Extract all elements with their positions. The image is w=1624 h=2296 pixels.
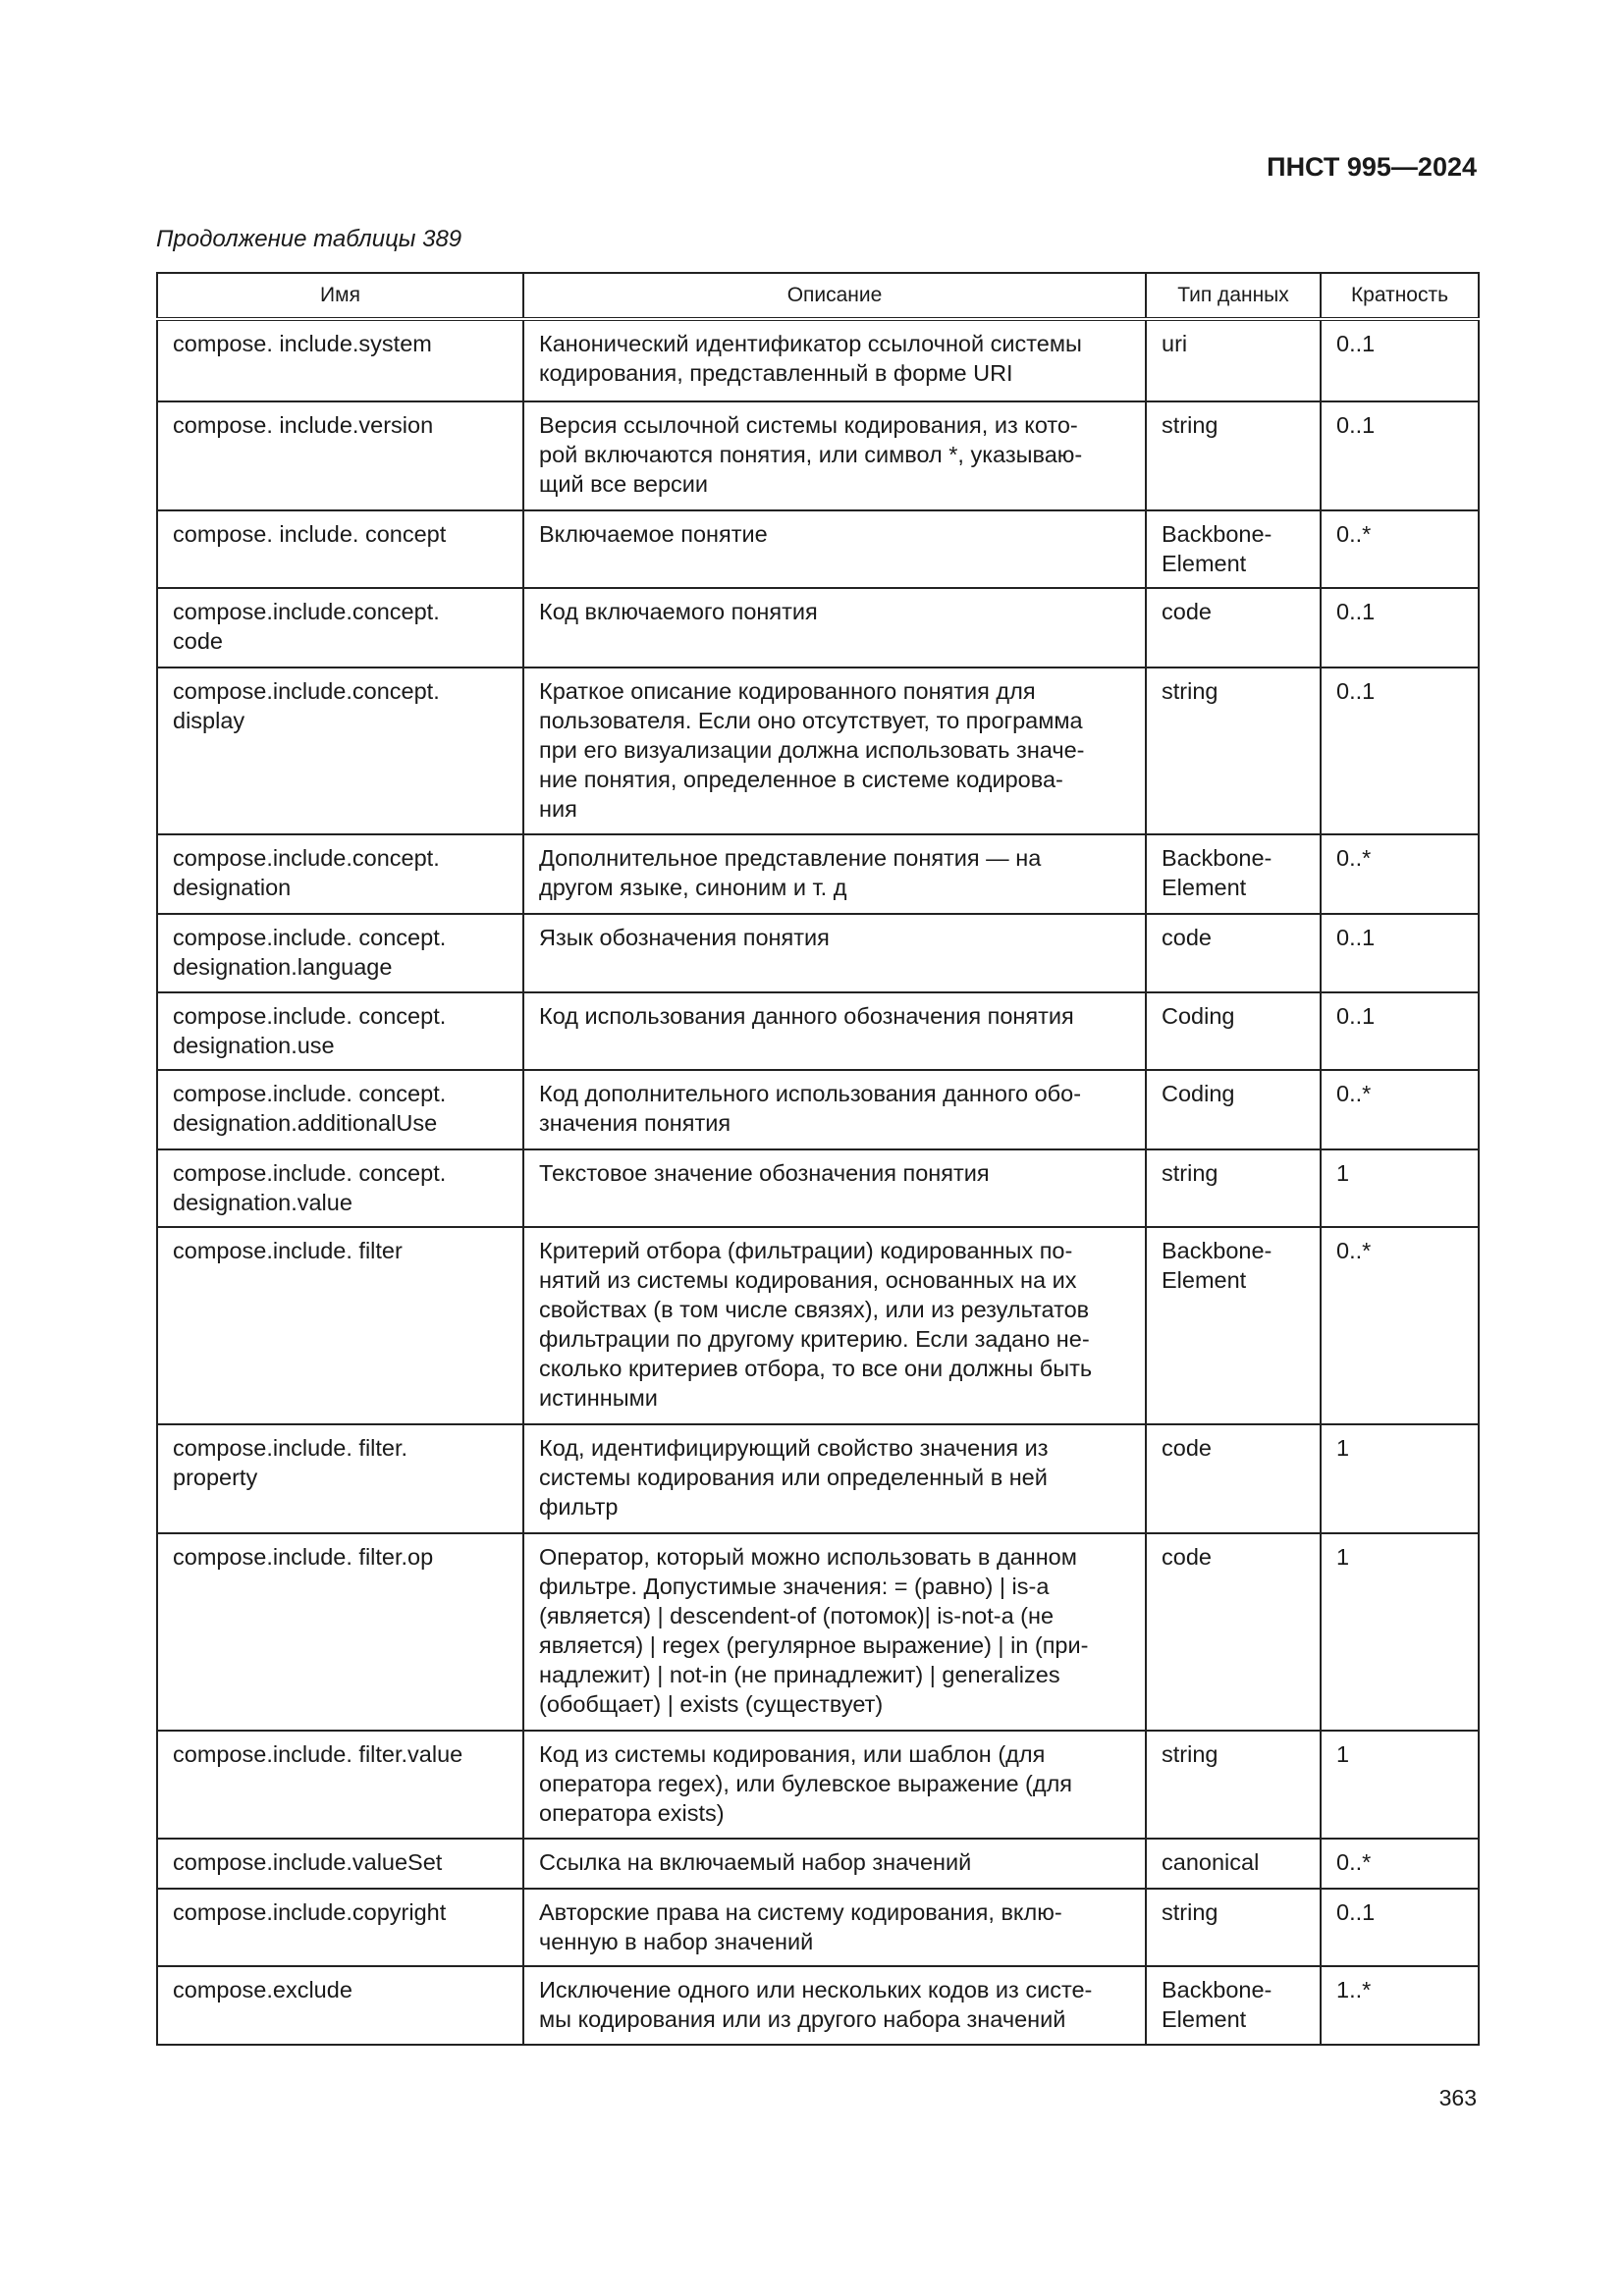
cell-cardinality: 0..1 [1320, 667, 1480, 835]
cell-cardinality: 0..1 [1320, 318, 1480, 402]
cell-type: uri [1145, 318, 1322, 402]
column-header-name: Имя [156, 272, 524, 320]
cell-name: compose.exclude [156, 1965, 524, 2046]
cell-description: Включаемое понятие [522, 509, 1147, 589]
table-row: compose. include. concept Включаемое поня… [156, 509, 1480, 589]
table-row: compose. include.version Версия ссылочной… [156, 400, 1480, 511]
table-row: compose.include.valueSet Ссылка на включа… [156, 1838, 1480, 1890]
cell-type: canonical [1145, 1838, 1322, 1890]
table-row: compose.include.copyright Авторские права… [156, 1888, 1480, 1967]
column-header-description: Описание [522, 272, 1147, 320]
cell-cardinality: 0..* [1320, 1226, 1480, 1425]
cell-type: Backbone- Element [1145, 833, 1322, 915]
cell-description: Краткое описание кодированного понятия д… [522, 667, 1147, 835]
table-row: compose.include. concept. designation.us… [156, 991, 1480, 1071]
cell-type: string [1145, 1888, 1322, 1967]
cell-description: Ссылка на включаемый набор значений [522, 1838, 1147, 1890]
cell-type: Coding [1145, 991, 1322, 1071]
table-row: compose.include. filter Критерий отбора (… [156, 1226, 1480, 1425]
cell-description: Код из системы кодирования, или шаблон (… [522, 1730, 1147, 1840]
cell-type: Backbone- Element [1145, 1226, 1322, 1425]
cell-name: compose.include.concept. designation [156, 833, 524, 915]
table-row: compose.include.concept. display Краткое … [156, 667, 1480, 835]
cell-cardinality: 0..* [1320, 509, 1480, 589]
document-id: ПНСТ 995—2024 [1267, 152, 1477, 182]
cell-type: code [1145, 587, 1322, 668]
cell-cardinality: 0..1 [1320, 991, 1480, 1071]
column-header-type: Тип данных [1145, 272, 1322, 320]
cell-cardinality: 0..* [1320, 1069, 1480, 1150]
cell-name: compose.include.concept. code [156, 587, 524, 668]
table-row: compose. include.system Канонический иден… [156, 318, 1480, 402]
cell-description: Код, идентифицирующий свойство значения … [522, 1423, 1147, 1534]
cell-name: compose. include. concept [156, 509, 524, 589]
cell-name: compose.include. filter.op [156, 1532, 524, 1732]
table-row: compose.include. concept. designation.la… [156, 913, 1480, 993]
cell-description: Язык обозначения понятия [522, 913, 1147, 993]
cell-name: compose. include.system [156, 318, 524, 402]
cell-name: compose.include. filter [156, 1226, 524, 1425]
table-row: compose.exclude Исключение одного или нес… [156, 1965, 1480, 2046]
cell-type: Coding [1145, 1069, 1322, 1150]
cell-cardinality: 1..* [1320, 1965, 1480, 2046]
cell-cardinality: 1 [1320, 1730, 1480, 1840]
cell-name: compose.include.valueSet [156, 1838, 524, 1890]
cell-name: compose.include. filter.value [156, 1730, 524, 1840]
cell-cardinality: 1 [1320, 1148, 1480, 1228]
cell-name: compose.include.copyright [156, 1888, 524, 1967]
cell-name: compose.include. concept. designation.us… [156, 991, 524, 1071]
cell-name: compose.include.concept. display [156, 667, 524, 835]
cell-description: Код дополнительного использования данног… [522, 1069, 1147, 1150]
cell-name: compose.include. concept. designation.la… [156, 913, 524, 993]
table-row: compose.include.concept. designation Допо… [156, 833, 1480, 915]
table-row: compose.include. filter.value Код из сист… [156, 1730, 1480, 1840]
cell-description: Авторские права на систему кодирования, … [522, 1888, 1147, 1967]
cell-type: string [1145, 400, 1322, 511]
cell-cardinality: 0..1 [1320, 913, 1480, 993]
table-row: compose.include. concept. designation.ad… [156, 1069, 1480, 1150]
cell-type: code [1145, 1532, 1322, 1732]
cell-type: string [1145, 667, 1322, 835]
cell-type: code [1145, 1423, 1322, 1534]
table-row: compose.include. filter.op Оператор, кото… [156, 1532, 1480, 1732]
cell-cardinality: 0..* [1320, 1838, 1480, 1890]
table-row: compose.include. filter. property Код, ид… [156, 1423, 1480, 1534]
cell-type: Backbone- Element [1145, 509, 1322, 589]
table-row: compose.include.concept. code Код включае… [156, 587, 1480, 668]
cell-description: Канонический идентификатор ссылочной сис… [522, 318, 1147, 402]
cell-description: Версия ссылочной системы кодирования, из… [522, 400, 1147, 511]
cell-description: Код использования данного обозначения по… [522, 991, 1147, 1071]
cell-description: Код включаемого понятия [522, 587, 1147, 668]
cell-cardinality: 1 [1320, 1423, 1480, 1534]
cell-name: compose.include. filter. property [156, 1423, 524, 1534]
cell-description: Текстовое значение обозначения понятия [522, 1148, 1147, 1228]
column-header-cardinality: Кратность [1320, 272, 1480, 320]
cell-description: Исключение одного или нескольких кодов и… [522, 1965, 1147, 2046]
cell-name: compose.include. concept. designation.va… [156, 1148, 524, 1228]
table-row: compose.include. concept. designation.va… [156, 1148, 1480, 1228]
data-table: Имя Описание Тип данных Кратность compos… [156, 272, 1480, 2046]
cell-type: code [1145, 913, 1322, 993]
cell-cardinality: 0..* [1320, 833, 1480, 915]
cell-description: Оператор, который можно использовать в д… [522, 1532, 1147, 1732]
cell-name: compose.include. concept. designation.ad… [156, 1069, 524, 1150]
table-caption: Продолжение таблицы 389 [156, 226, 462, 252]
cell-description: Дополнительное представление понятия — н… [522, 833, 1147, 915]
page-number: 363 [1438, 2085, 1477, 2110]
cell-type: string [1145, 1730, 1322, 1840]
cell-cardinality: 0..1 [1320, 587, 1480, 668]
cell-name: compose. include.version [156, 400, 524, 511]
table-header-row: Имя Описание Тип данных Кратность [156, 272, 1480, 320]
cell-type: string [1145, 1148, 1322, 1228]
cell-cardinality: 0..1 [1320, 1888, 1480, 1967]
cell-cardinality: 0..1 [1320, 400, 1480, 511]
cell-description: Критерий отбора (фильтрации) кодированны… [522, 1226, 1147, 1425]
cell-type: Backbone- Element [1145, 1965, 1322, 2046]
cell-cardinality: 1 [1320, 1532, 1480, 1732]
